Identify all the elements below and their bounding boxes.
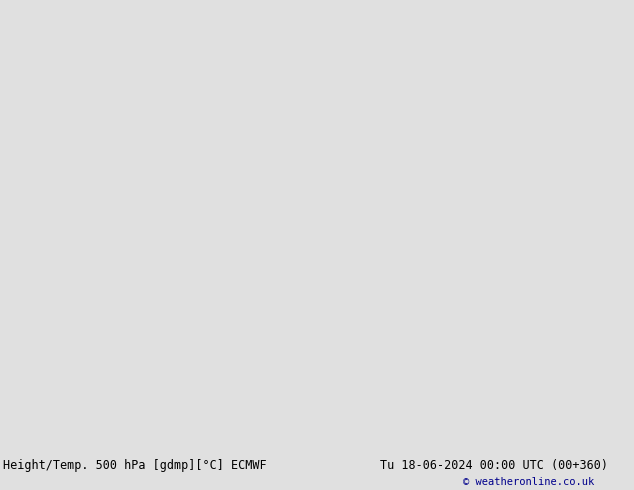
Text: © weatheronline.co.uk: © weatheronline.co.uk: [463, 477, 594, 487]
Text: Height/Temp. 500 hPa [gdmp][°C] ECMWF: Height/Temp. 500 hPa [gdmp][°C] ECMWF: [3, 460, 267, 472]
Text: Tu 18-06-2024 00:00 UTC (00+360): Tu 18-06-2024 00:00 UTC (00+360): [380, 460, 609, 472]
